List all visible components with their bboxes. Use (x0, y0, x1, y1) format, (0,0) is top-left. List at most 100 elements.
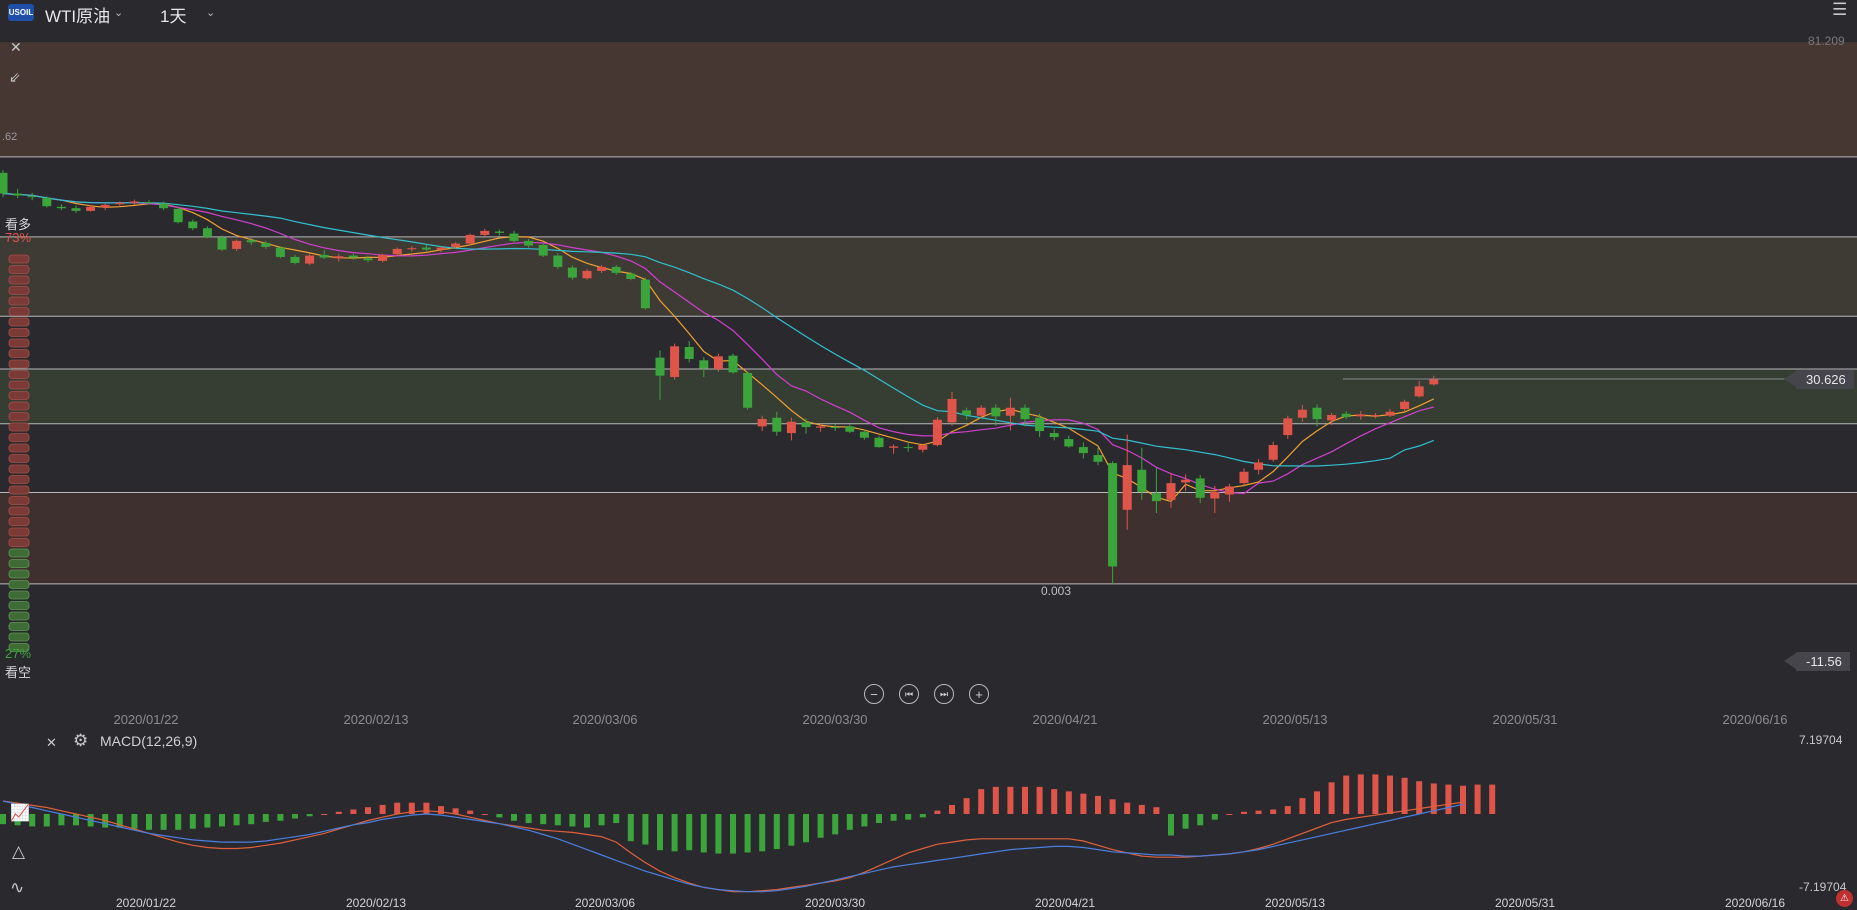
candle-body (290, 256, 300, 263)
macd-histogram-bar (1241, 811, 1247, 814)
scroll-end-button[interactable]: ⏭ (934, 684, 954, 704)
candle-body (159, 203, 169, 209)
macd-histogram-bar (890, 814, 897, 821)
x-tick-label: 2020/03/06 (572, 712, 638, 727)
bull-candle (334, 254, 344, 262)
macd-histogram-bar (1007, 786, 1014, 814)
bear-candle (538, 243, 548, 257)
price-zone-band (0, 236, 1857, 317)
bear-candle (903, 443, 913, 452)
bear-candle (1020, 404, 1030, 427)
bull-sentiment-segment (8, 506, 30, 516)
candle-body (830, 427, 840, 429)
candle-body (144, 202, 154, 204)
bull-candle (786, 417, 796, 441)
bull-sentiment-segment (8, 496, 30, 505)
candle-body (378, 254, 388, 261)
macd-histogram-bar (262, 814, 269, 822)
indicator-close-icon[interactable]: ✕ (46, 735, 57, 750)
candle-body (1239, 471, 1249, 484)
candle-body (348, 255, 358, 258)
bottom-price-pointer (1784, 653, 1796, 669)
bull-sentiment-segment (8, 517, 30, 526)
bull-candle (757, 415, 767, 432)
candle-body (597, 266, 607, 271)
macd-histogram-bar (1022, 786, 1028, 814)
candle-body (1137, 469, 1147, 492)
bull-candle (670, 343, 680, 380)
chevron-down-icon[interactable]: ⌄ (114, 7, 124, 19)
bear-candle (874, 435, 884, 448)
candle-body (451, 243, 461, 247)
candle-body (115, 202, 125, 205)
candle-body (305, 255, 315, 264)
bear-sentiment-segment (8, 548, 30, 558)
bull-candle (1122, 434, 1132, 530)
period-selector[interactable]: 1天 (160, 7, 187, 26)
current-price-pointer (1784, 371, 1796, 387)
macd-histogram-bar (467, 810, 474, 814)
candle-body (845, 426, 855, 432)
macd-histogram-bar (934, 810, 941, 814)
scroll-start-button[interactable]: ⏮ (899, 684, 919, 704)
drawing-tool-icon[interactable]: △ (12, 842, 26, 861)
macd-histogram-bar (160, 814, 167, 830)
bull-percent: 73% (5, 230, 32, 245)
bear-candle (188, 219, 198, 231)
bear-candle (699, 357, 709, 378)
layout-menu-icon[interactable]: ☰ (1832, 0, 1848, 19)
macd-histogram-bar (481, 814, 488, 815)
macd-histogram-bar (627, 814, 634, 842)
bull-sentiment-segment (8, 328, 30, 337)
bull-candle (407, 246, 417, 252)
candle-body (918, 445, 928, 450)
bear-candle (290, 254, 300, 265)
collapse-icon[interactable]: ⇙ (9, 69, 21, 85)
candle-body (392, 248, 402, 255)
bottom-price-badge: -11.56 (1796, 652, 1850, 671)
macd-histogram-bar (1401, 777, 1408, 814)
candle-body (0, 172, 8, 194)
bull-sentiment-segment (8, 338, 30, 348)
bull-candle (597, 264, 607, 273)
close-icon[interactable]: ✕ (10, 39, 22, 55)
bull-candle (1239, 468, 1249, 487)
candle-body (56, 206, 66, 209)
zoom-out-button[interactable]: − (864, 684, 884, 704)
indicator-icon[interactable]: ∿ (10, 878, 25, 897)
bull-sentiment-segment (8, 485, 30, 495)
bull-candle (392, 247, 402, 256)
candle-body (494, 231, 504, 233)
symbol-name[interactable]: WTI原油 (45, 7, 111, 26)
current-price-badge: 30.626 (1796, 370, 1854, 389)
macd-histogram-bar (1328, 782, 1335, 814)
chart-type-icon[interactable]: 📈 (10, 805, 30, 822)
macd-histogram-bar (438, 806, 444, 814)
macd-histogram-bar (423, 802, 430, 814)
candle-body (743, 373, 753, 408)
candle-body (626, 273, 636, 279)
macd-histogram-bar (452, 808, 459, 814)
candle-body (1078, 447, 1088, 454)
candle-body (1064, 439, 1074, 447)
alert-icon[interactable]: ⚠ (1836, 890, 1853, 907)
candle-body (202, 228, 212, 237)
candle-body (640, 279, 650, 309)
macd-histogram-bar (657, 814, 663, 851)
candle-body (232, 240, 242, 249)
chevron-down-icon[interactable]: ⌄ (206, 7, 216, 19)
candle-body (1254, 462, 1264, 470)
macd-histogram-bar (1445, 784, 1452, 814)
bull-candle (1166, 473, 1176, 508)
bear-candle (845, 424, 855, 434)
bull-candle (465, 233, 475, 245)
zoom-in-button[interactable]: + (969, 684, 989, 704)
x-tick-label: 2020/02/13 (345, 896, 407, 910)
macd-histogram-bar (335, 811, 342, 814)
gear-icon[interactable]: ⚙ (73, 731, 89, 750)
bull-sentiment-segment (8, 433, 30, 442)
x-tick-label: 2020/05/13 (1264, 896, 1326, 910)
bull-candle (1370, 413, 1380, 419)
macd-histogram-bar (715, 814, 722, 854)
